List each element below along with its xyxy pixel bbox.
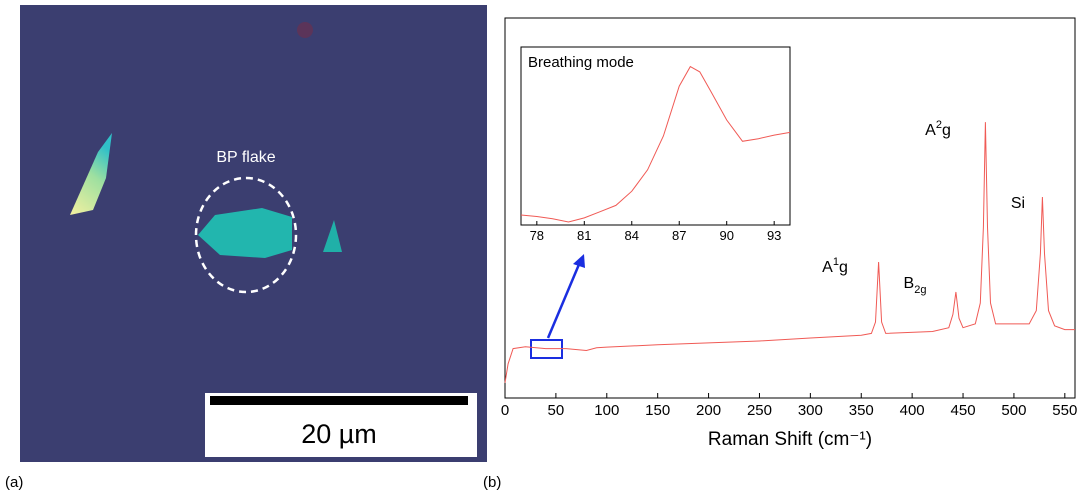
x-tick-label: 90 — [719, 228, 733, 243]
bp-flake — [198, 208, 292, 258]
x-tick-label: 250 — [747, 402, 772, 419]
x-tick-label: 78 — [530, 228, 544, 243]
peak-label-sup: 2 — [936, 119, 942, 131]
peak-label-base: B — [904, 275, 915, 292]
x-axis-label: Raman Shift (cm⁻¹) — [708, 429, 872, 450]
x-tick-label: 450 — [951, 402, 976, 419]
x-tick-label: 81 — [577, 228, 591, 243]
scale-bar — [210, 396, 468, 405]
panel-label: (b) — [483, 474, 501, 491]
flake — [70, 133, 112, 215]
spectrum-line — [504, 122, 1075, 383]
plot-frame — [504, 17, 1076, 399]
x-tick-label: 200 — [696, 402, 721, 419]
peak-label: Si — [1011, 195, 1025, 212]
scale-bar-label: 20 µm — [301, 419, 377, 449]
x-tick-label: 300 — [798, 402, 823, 419]
x-tick-label: 0 — [501, 402, 509, 419]
arrow-head — [573, 254, 585, 268]
x-tick-label: 400 — [900, 402, 925, 419]
zoom-arrow — [546, 261, 582, 339]
inset-frame — [520, 46, 791, 226]
spectrum-line — [520, 65, 791, 223]
peak-label-sub: 2g — [914, 284, 926, 296]
x-tick-label: 350 — [849, 402, 874, 419]
annotation: BP flake — [216, 149, 275, 166]
peak-label-tail: g — [942, 122, 951, 139]
plots: 0 50 100 150 200 250 300 350 400 450 500 550 Raman S… — [501, 54, 1078, 450]
x-tick-label: 87 — [672, 228, 686, 243]
peak-label-sup: 1 — [833, 256, 839, 268]
x-tick-label: 50 — [548, 402, 565, 419]
peak-label-tail: g — [839, 259, 848, 276]
x-tick-label: 550 — [1052, 402, 1077, 419]
x-tick-label: 150 — [645, 402, 670, 419]
inset-title: Breathing mode — [528, 54, 634, 71]
speck — [297, 22, 313, 38]
peak-label: A1g — [822, 256, 848, 276]
dashed-circle — [194, 176, 298, 294]
peak-label: B2g — [904, 275, 927, 296]
flake — [323, 220, 342, 252]
peak-label-base: A — [925, 122, 936, 139]
peak-label: A2g — [925, 119, 951, 139]
x-tick-label: 100 — [594, 402, 619, 419]
peak-label-base: A — [822, 259, 833, 276]
x-tick-label: 93 — [767, 228, 781, 243]
x-tick-label: 500 — [1001, 402, 1026, 419]
peak-label-base: Si — [1011, 195, 1025, 212]
panel-label: (a) — [5, 474, 23, 491]
x-tick-label: 84 — [625, 228, 639, 243]
